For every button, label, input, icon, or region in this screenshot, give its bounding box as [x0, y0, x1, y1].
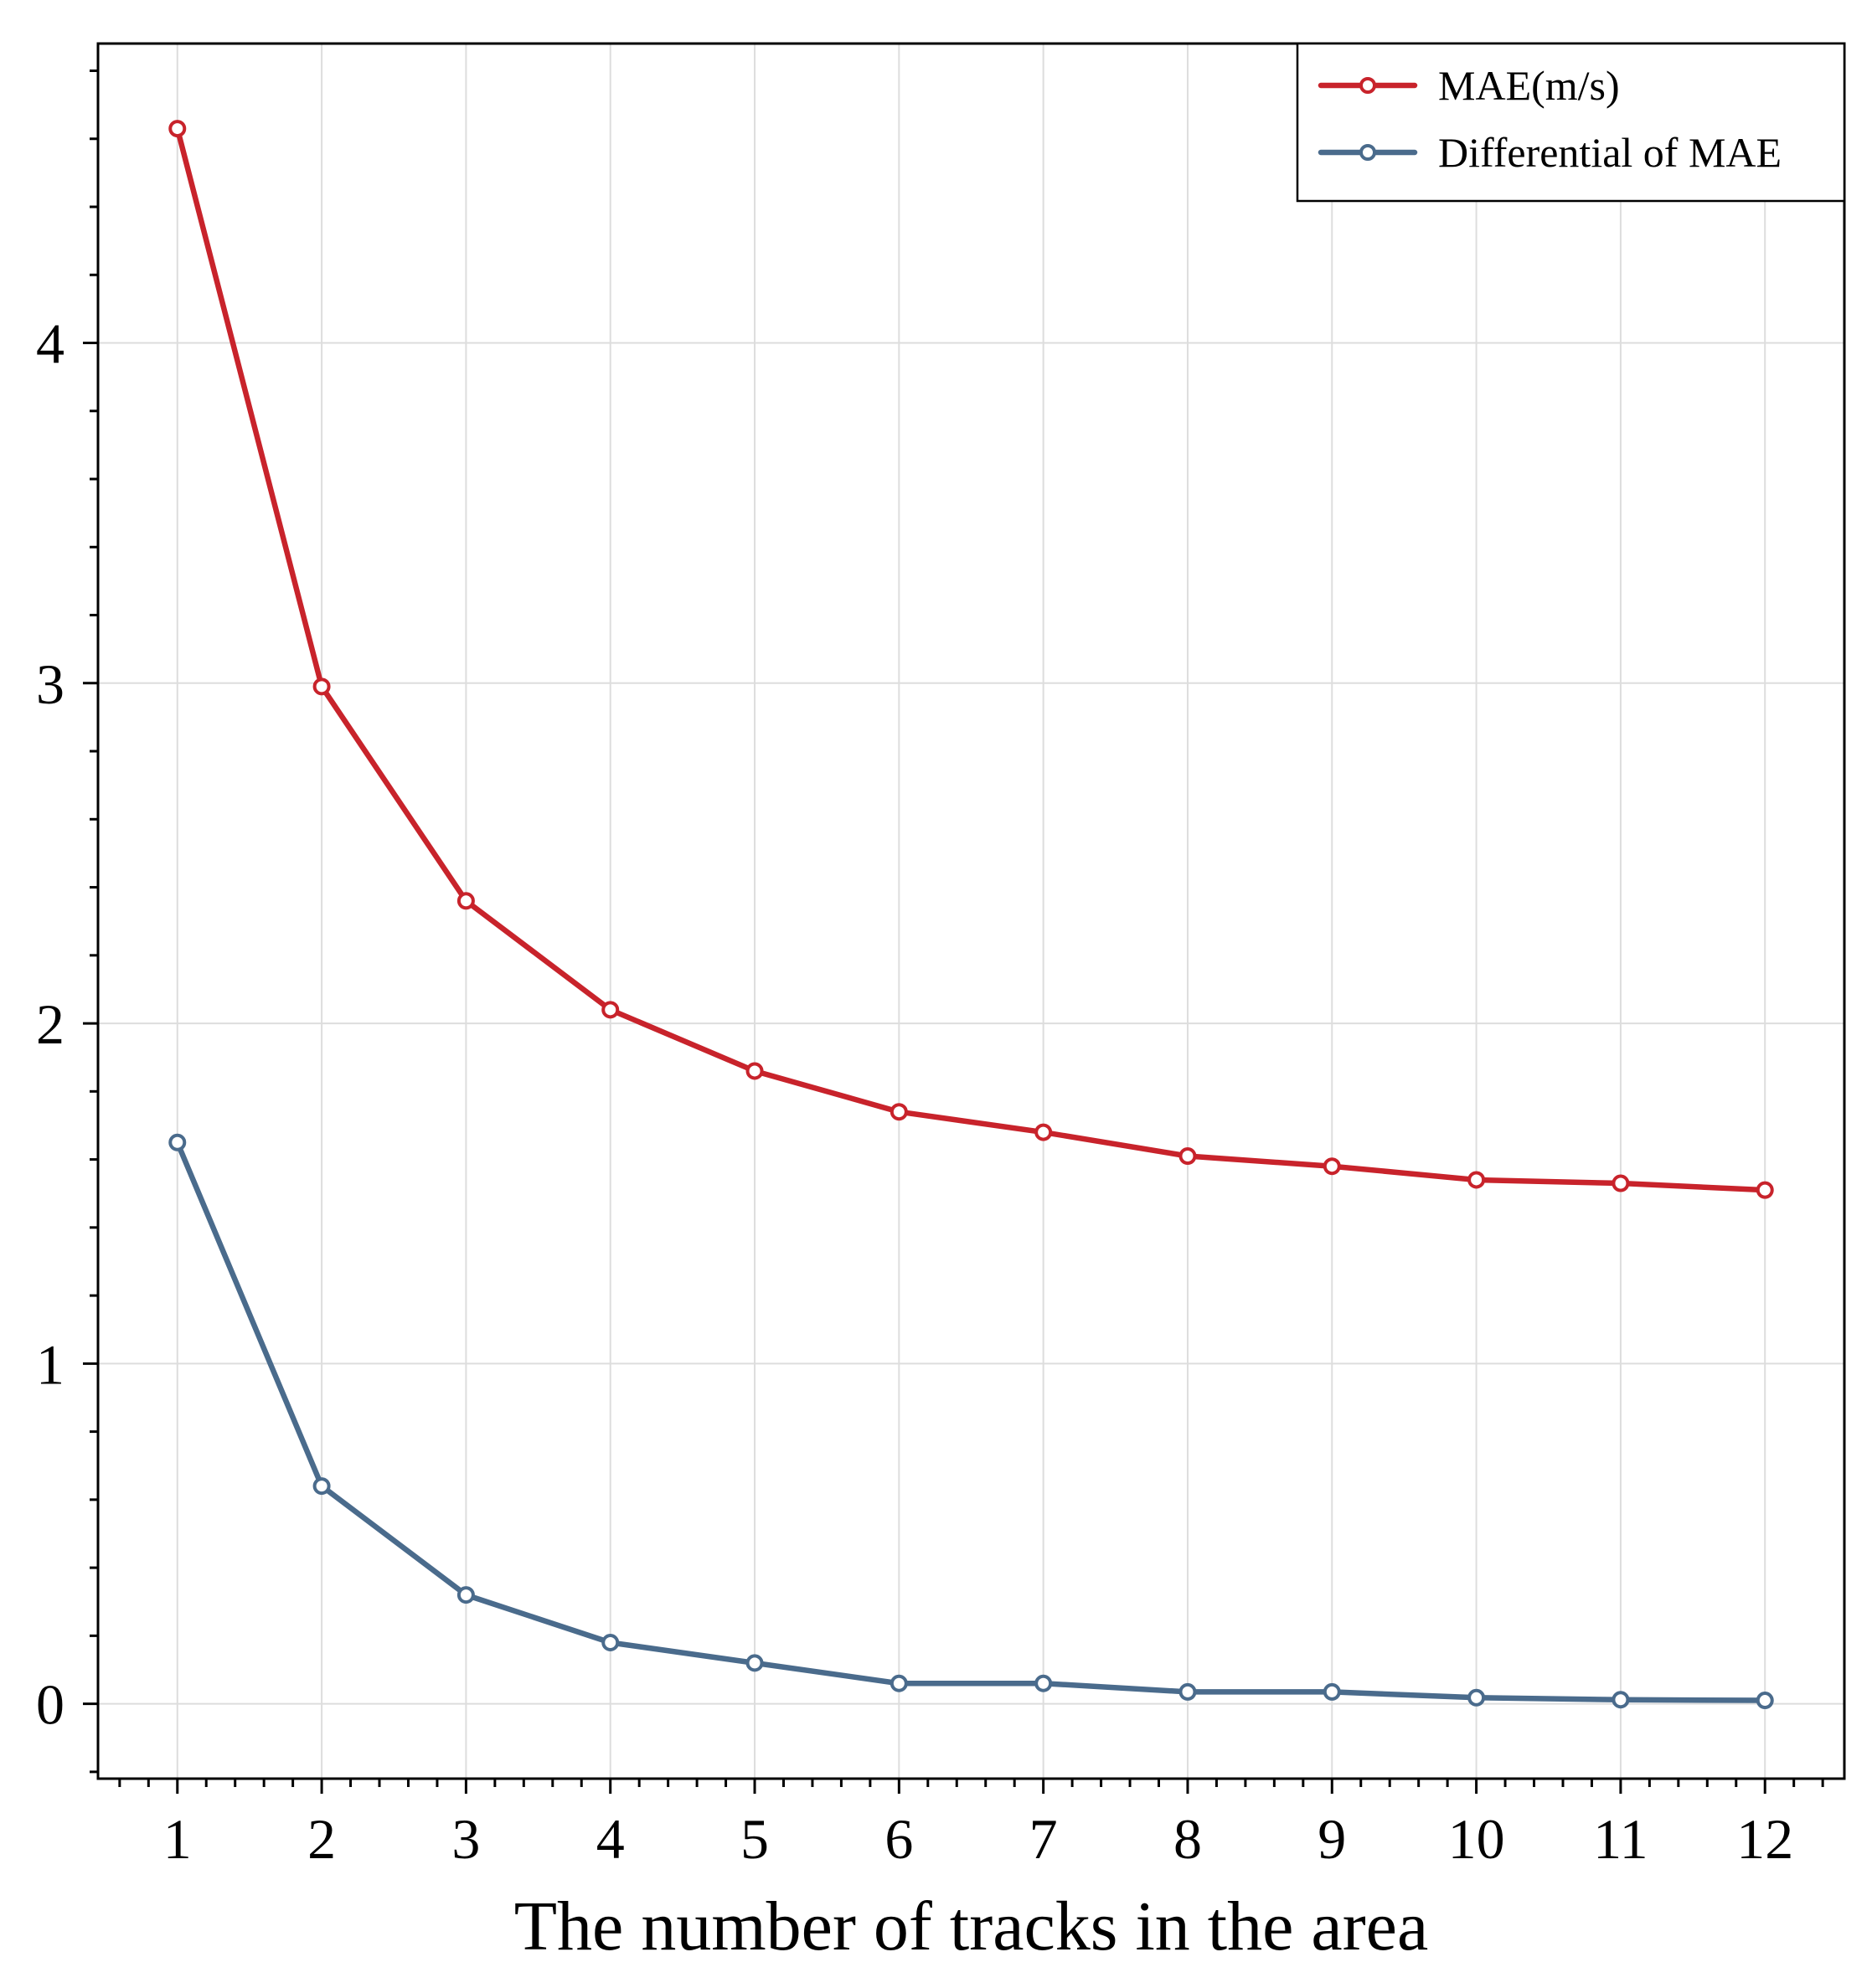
series-layer — [168, 120, 1774, 1710]
series-1-point — [1034, 1123, 1053, 1141]
y-tick-label: 1 — [36, 1332, 64, 1396]
x-tick-label: 12 — [1736, 1807, 1793, 1871]
x-axis-title: The number of tracks in the area — [514, 1888, 1429, 1965]
legend-box — [1296, 42, 1846, 203]
x-tick-label: 7 — [1029, 1807, 1058, 1871]
series-1 — [168, 120, 1774, 1199]
series-2-line — [174, 1140, 1768, 1703]
series-2-point — [601, 1633, 620, 1651]
series-1-point — [1467, 1171, 1486, 1189]
series-2 — [168, 1133, 1774, 1710]
series-1-point — [168, 120, 187, 138]
x-tick-label: 10 — [1448, 1807, 1505, 1871]
series-2-point — [1178, 1682, 1197, 1701]
series-1-point — [312, 677, 331, 696]
grid-layer — [98, 44, 1844, 1779]
y-tick-label: 3 — [36, 652, 64, 716]
x-tick-label: 9 — [1318, 1807, 1346, 1871]
series-1-point — [1178, 1147, 1197, 1166]
x-tick-label: 3 — [451, 1807, 480, 1871]
series-2-point — [168, 1133, 187, 1151]
x-tick-label: 5 — [740, 1807, 769, 1871]
legend-label: MAE(m/s) — [1438, 62, 1620, 109]
legend-label: Differential of MAE — [1438, 129, 1782, 176]
legend-swatch-marker — [1359, 144, 1376, 161]
y-tick-label: 2 — [36, 992, 64, 1056]
series-1-point — [1756, 1181, 1774, 1199]
series-1-line — [174, 126, 1768, 1193]
series-1-point — [456, 892, 475, 910]
series-2-point — [456, 1586, 475, 1604]
series-2-point — [1467, 1688, 1486, 1707]
series-2-point — [1034, 1674, 1053, 1692]
series-2-point — [1323, 1682, 1341, 1701]
series-2-point — [1612, 1691, 1630, 1709]
x-tick-label: 8 — [1173, 1807, 1202, 1871]
series-1-point — [1323, 1157, 1341, 1176]
x-tick-label: 2 — [307, 1807, 336, 1871]
series-2-point — [312, 1477, 331, 1496]
series-2-point — [1756, 1692, 1774, 1710]
legend-entry: MAE(m/s) — [1318, 62, 1620, 109]
x-tick-label: 4 — [596, 1807, 625, 1871]
series-1-point — [601, 1001, 620, 1019]
series-1-point — [1612, 1174, 1630, 1192]
plot-frame — [96, 42, 1846, 1780]
series-2-point — [890, 1674, 908, 1692]
x-tick-label: 1 — [163, 1807, 192, 1871]
series-2-point — [745, 1654, 764, 1672]
legend: MAE(m/s) Differential of MAE — [1296, 42, 1846, 203]
x-tick-label: 6 — [884, 1807, 913, 1871]
legend-swatch-marker — [1359, 77, 1376, 94]
y-tick-label: 0 — [36, 1673, 64, 1737]
x-tick-label: 11 — [1593, 1807, 1648, 1871]
series-1-point — [745, 1062, 764, 1080]
legend-entry: Differential of MAE — [1318, 129, 1782, 176]
y-tick-label: 4 — [36, 312, 64, 376]
series-1-point — [890, 1103, 908, 1121]
